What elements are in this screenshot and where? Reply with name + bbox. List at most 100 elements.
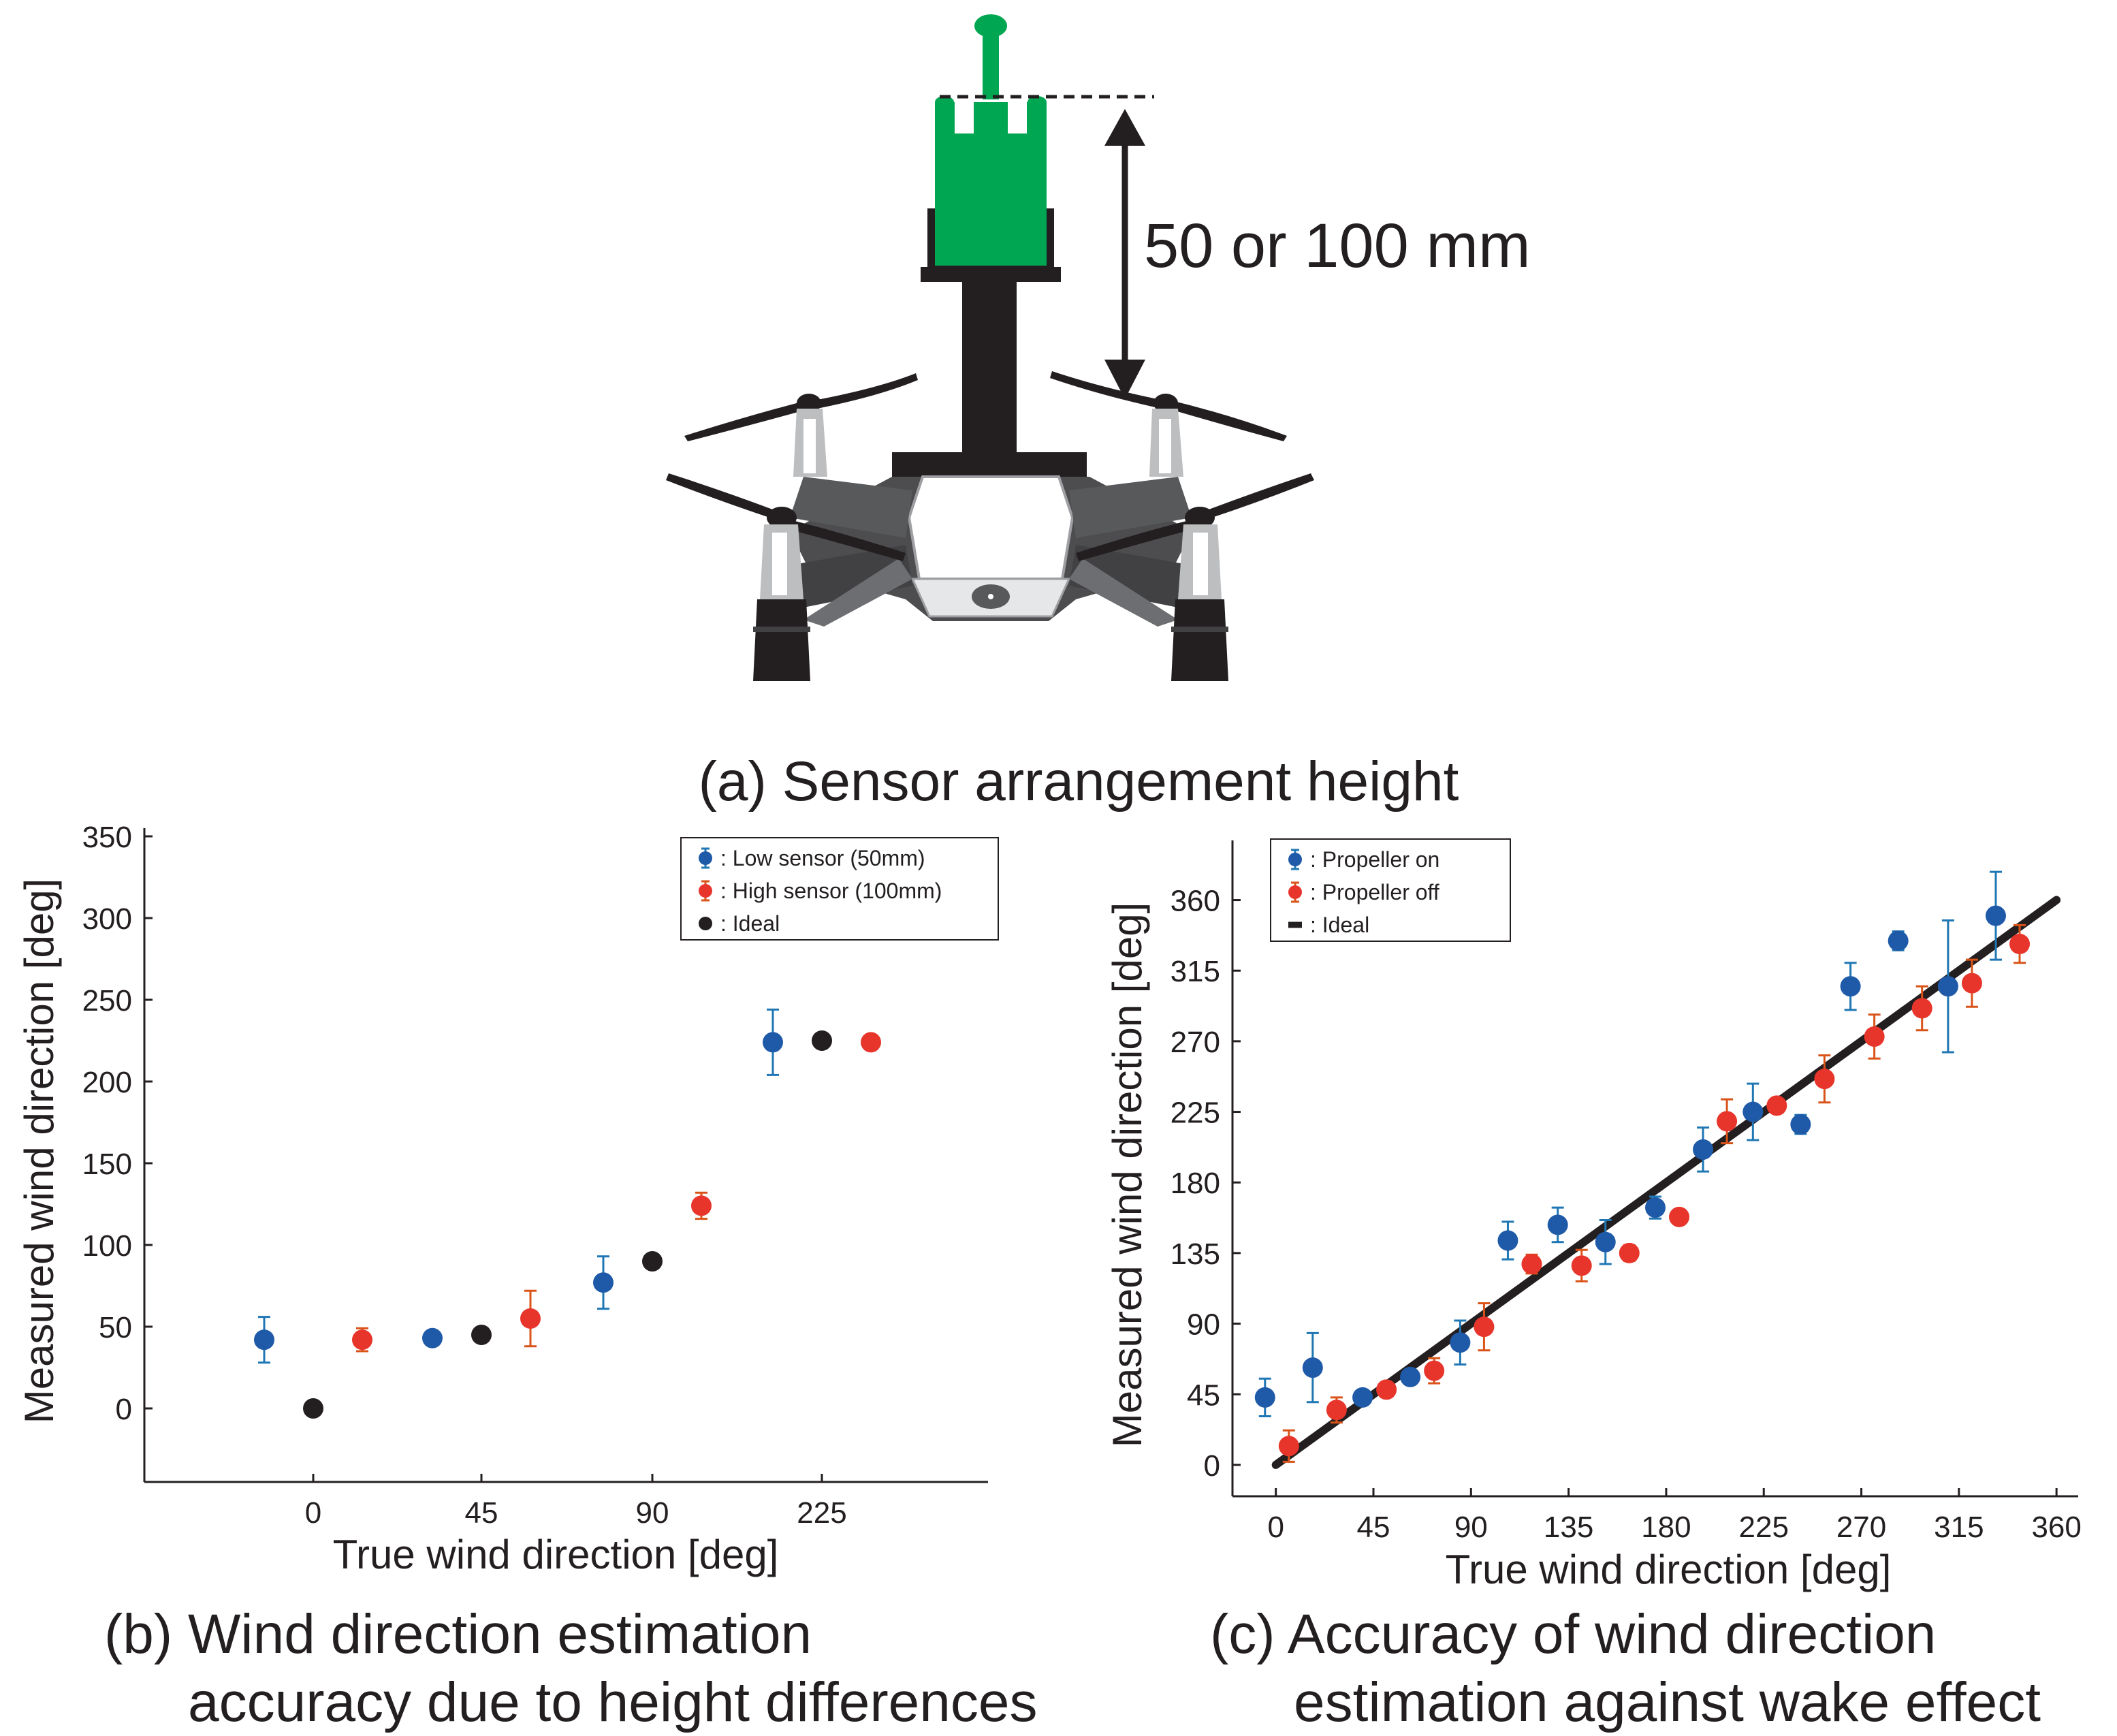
data-point xyxy=(1547,1214,1568,1235)
x-tick-label: 45 xyxy=(465,1496,498,1530)
panel-a-sensor-height: 50 or 100 mm (a) Sensor arrangement heig… xyxy=(666,14,1531,812)
data-marks xyxy=(1254,870,2061,1469)
x-axis-label: True wind direction [deg] xyxy=(333,1532,779,1577)
drone-with-sensor-illustration xyxy=(666,14,1314,681)
y-tick-label: 100 xyxy=(82,1229,132,1263)
double-headed-arrow-icon xyxy=(1104,109,1145,399)
series-red xyxy=(1278,924,2031,1463)
x-tick-label: 135 xyxy=(1544,1511,1593,1544)
data-point xyxy=(1742,1101,1764,1122)
y-tick-label: 225 xyxy=(1171,1096,1220,1130)
data-point xyxy=(254,1329,274,1351)
y-tick-label: 150 xyxy=(82,1148,132,1181)
y-tick-label: 350 xyxy=(82,821,132,854)
panel-b-caption-line2: accuracy due to height differences xyxy=(188,1671,1038,1733)
panel-b-height-accuracy: 0 50 100 150 200 250 300 350 0 45 90 225 Measured … xyxy=(16,821,1038,1733)
x-tick-label: 270 xyxy=(1836,1511,1886,1544)
y-tick-label: 0 xyxy=(1204,1449,1220,1483)
data-point xyxy=(303,1398,323,1419)
legend-label: : Propeller on xyxy=(1310,847,1439,872)
dimension-label: 50 or 100 mm xyxy=(1144,211,1531,281)
legend-label: : Propeller off xyxy=(1310,880,1439,904)
legend-box xyxy=(680,837,999,941)
data-point xyxy=(1937,976,1958,997)
front-propellers xyxy=(666,473,1314,681)
data-point xyxy=(1693,1139,1714,1160)
data-point xyxy=(861,1032,881,1053)
data-point xyxy=(1352,1387,1373,1408)
wind-sensor-green xyxy=(935,14,1047,266)
panel-c-caption-line1: (c) Accuracy of wind direction xyxy=(1210,1603,1936,1665)
series-red xyxy=(352,1032,881,1353)
y-tick-label: 270 xyxy=(1171,1026,1220,1059)
data-point xyxy=(422,1327,443,1348)
legend-label: : Ideal xyxy=(720,911,780,936)
x-ticks: 0 45 90 225 xyxy=(305,1474,847,1530)
data-point xyxy=(1278,1436,1299,1457)
series-black xyxy=(303,1030,832,1419)
data-point xyxy=(1254,1387,1275,1408)
data-point xyxy=(1717,1111,1738,1132)
data-point xyxy=(1521,1254,1542,1275)
data-marks xyxy=(254,1008,881,1419)
legend-items: : Low sensor (50mm): High sensor (100mm)… xyxy=(699,846,942,936)
data-point xyxy=(1474,1316,1495,1338)
legend-marker xyxy=(699,917,712,930)
data-point xyxy=(1766,1095,1787,1116)
y-tick-label: 300 xyxy=(82,902,132,936)
series-blue xyxy=(254,1008,783,1364)
data-point xyxy=(1790,1114,1811,1135)
data-point xyxy=(1302,1357,1323,1378)
data-point xyxy=(1571,1255,1592,1276)
data-point xyxy=(642,1251,663,1272)
y-tick-label: 180 xyxy=(1171,1167,1220,1200)
data-point xyxy=(691,1195,712,1216)
legend-marker xyxy=(1288,853,1302,866)
x-tick-label: 225 xyxy=(797,1496,846,1530)
y-tick-label: 135 xyxy=(1171,1237,1220,1271)
y-ticks: 0 45 90 135 180 225 270 315 360 xyxy=(1171,885,1241,1483)
data-point xyxy=(1619,1242,1640,1263)
y-axis-label: Measured wind direction [deg] xyxy=(16,879,62,1423)
y-tick-label: 360 xyxy=(1171,885,1220,918)
y-tick-label: 315 xyxy=(1171,955,1220,988)
y-axis-label: Measured wind direction [deg] xyxy=(1104,902,1150,1447)
drone-body xyxy=(776,475,1205,627)
panel-b-caption-line1: (b) Wind direction estimation xyxy=(104,1603,812,1665)
data-point xyxy=(1595,1231,1616,1252)
legend-label: : Ideal xyxy=(1310,913,1369,937)
x-tick-label: 225 xyxy=(1739,1511,1789,1544)
y-tick-label: 90 xyxy=(1187,1308,1220,1342)
x-tick-label: 360 xyxy=(2031,1511,2081,1544)
x-tick-label: 180 xyxy=(1641,1511,1691,1544)
legend-marker xyxy=(699,884,712,898)
data-point xyxy=(520,1308,541,1329)
data-point xyxy=(812,1030,832,1051)
data-point xyxy=(593,1272,614,1293)
x-tick-label: 90 xyxy=(1454,1511,1488,1544)
y-ticks: 0 50 100 150 200 250 300 350 xyxy=(82,821,153,1426)
x-tick-label: 0 xyxy=(305,1496,321,1530)
data-point xyxy=(1911,998,1932,1019)
data-point xyxy=(1424,1360,1445,1381)
legend: : Low sensor (50mm): High sensor (100mm)… xyxy=(680,837,999,941)
data-point xyxy=(1840,976,1861,997)
data-point xyxy=(2009,934,2031,955)
data-point xyxy=(352,1329,372,1351)
x-ticks: 0 45 90 135 180 225 270 315 360 xyxy=(1267,1488,2082,1544)
data-point xyxy=(1645,1197,1666,1218)
panel-a-caption: (a) Sensor arrangement height xyxy=(699,751,1459,812)
legend-box xyxy=(1270,838,1511,942)
data-point xyxy=(1961,973,1982,994)
x-tick-label: 315 xyxy=(1934,1511,1984,1544)
data-point xyxy=(1864,1026,1885,1047)
sensor-mount xyxy=(892,208,1087,518)
panel-c-caption-line2: estimation against wake effect xyxy=(1294,1671,2041,1733)
series-blue xyxy=(1254,870,2006,1418)
data-point xyxy=(1888,930,1909,951)
legend-marker xyxy=(1288,885,1302,899)
data-point xyxy=(1326,1400,1347,1421)
y-tick-label: 50 xyxy=(99,1311,132,1344)
x-tick-label: 45 xyxy=(1357,1511,1390,1544)
